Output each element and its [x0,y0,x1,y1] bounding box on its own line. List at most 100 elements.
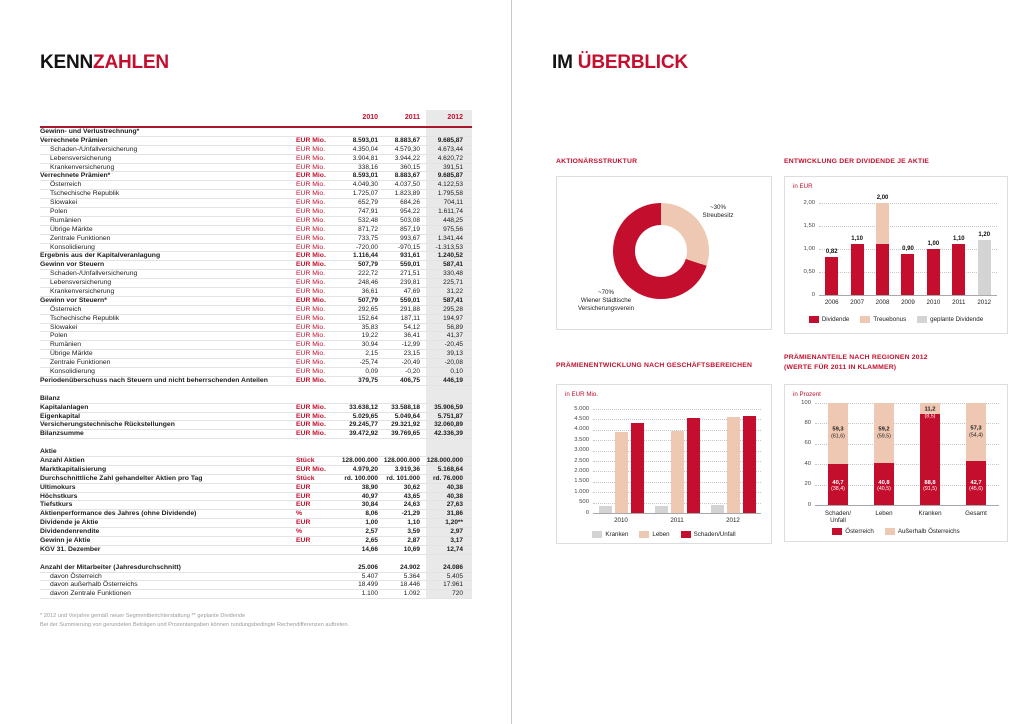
table-spacer-row [40,386,472,395]
slice-label-streubesitz: ~30% Streubesitz [702,204,734,219]
row-unit: EUR Mio. [296,332,326,340]
x-tick-label: 2010 [614,517,628,524]
col-header-2011: 2011 [404,114,420,121]
row-value-2011: 239,81 [400,279,420,287]
row-value-2011: 128.000.000 [383,456,420,464]
row-unit: EUR Mio. [296,296,326,304]
row-value-2010: 5.407 [361,572,378,580]
row-value-2011: 993,67 [400,234,420,242]
row-value-2010: 2,57 [365,528,378,536]
row-value-2010: -25,74 [359,359,378,367]
row-unit: EUR Mio. [296,216,326,224]
footnote-line-2: Bei der Summierung von gerundeten Beträg… [40,622,350,628]
table-row: Polen EUR Mio. 747,91 954,22 1.611,74 [40,208,472,217]
gridline [815,443,999,445]
row-unit: EUR Mio. [296,368,326,376]
row-value-2010: 747,91 [358,208,378,216]
row-value-2012: 35.906,59 [434,403,463,411]
bar-segment-Außerhalb Österreichs [966,403,986,462]
row-unit: EUR [296,536,311,544]
row-unit: EUR Mio. [296,154,326,162]
x-tick-label: 2006 [824,299,839,306]
bar-slot-Leben: 40,8 (40,5) 59,2 (59,5) [861,403,907,505]
table-row: Schaden-/Unfallversicherung EUR Mio. 222,7… [40,270,472,280]
row-unit: % [296,510,303,518]
row-value-2010: 1.100 [361,590,378,598]
row-value-2010: 652,79 [358,199,378,207]
row-value-2010: 8,06 [365,510,378,518]
bar-segment-Dividende [876,244,890,295]
row-value-2011: 3,59 [407,528,420,536]
row-value-2012 [420,128,472,137]
unit-label: in EUR Mio. [565,391,599,398]
x-axis-labels: Schaden/ Unfall Leben Kranken Gesamt [815,510,999,524]
row-value-2010: 18.499 [358,581,378,589]
table-row: Slowakei EUR Mio. 652,79 684,26 704,11 [40,199,472,209]
row-value-2012: 330,48 [443,270,463,278]
row-label: Lebensversicherung [50,154,112,162]
row-value-2012: 225,71 [443,279,463,287]
x-tick-label: Schaden/ Unfall [824,510,852,524]
row-label: Krankenversicherung [50,288,115,296]
row-label: Dividendenrendite [40,528,100,536]
row-label: Aktienperformance des Jahres (ohne Divid… [40,510,197,518]
row-value-2010: 733,75 [358,234,378,242]
table-row: Lebensversicherung EUR Mio. 248,46 239,81 22… [40,279,472,289]
row-value-2012: 9.685,87 [437,136,463,144]
row-label: Anzahl der Mitarbeiter (Jahresdurchschni… [40,563,181,571]
row-unit: EUR Mio. [296,279,326,287]
row-unit: EUR [296,492,311,500]
y-tick-label: 4.500 [574,415,589,422]
row-value-2011: 24,63 [403,501,420,509]
table-row: Zentrale Funktionen EUR Mio. -25,74 -20,49 -… [40,359,472,369]
table-row: Rumänien EUR Mio. 30,94 -12,99 -20,45 [40,341,472,351]
donut-chart [613,203,709,299]
legend-item-Österreich: Österreich [832,528,874,535]
row-label: Österreich [50,305,82,313]
row-value-2011: 30,62 [403,483,420,491]
row-value-2011: 8.883,67 [394,136,420,144]
row-unit [296,546,336,555]
row-value-2010: 871,72 [358,225,378,233]
table-row: Rumänien EUR Mio. 532,48 503,08 448,25 [40,217,472,226]
segment-value: 40,8 [878,479,890,486]
legend-swatch [680,531,691,538]
table-row: Dividendenrendite% 2,57 3,59 2,97 [40,528,472,537]
row-value-2011: 360,15 [400,163,420,171]
row-value-2011: 187,11 [400,314,420,322]
row-label: Gewinn vor Steuern* [40,296,107,304]
row-value-2012: 587,41 [443,261,463,269]
bar-segment-Dividende [926,249,940,295]
row-label: Höchstkurs [40,492,78,500]
segment-prior-value: (61,6) [831,433,845,440]
bar-segment-Dividende [825,257,839,295]
row-unit: EUR Mio. [296,163,326,171]
x-tick-label: 2009 [901,299,915,306]
row-unit: EUR Mio. [296,323,326,331]
row-unit [296,395,336,404]
dividend-chart: in EUR 0 0,50 1,00 1,50 2,00 0,82 1,10 2,00 0,90… [784,176,1008,334]
row-label: Konsolidierung [50,243,95,251]
y-tick-label: 0,50 [803,268,815,275]
row-unit: EUR Mio. [296,430,326,438]
segment-label-Außerhalb Österreichs: 11,2 (8,5) [895,406,965,419]
row-value-2010: 39.472,92 [349,430,378,438]
row-value-2011: 24.902 [400,563,420,571]
dividend-plot: 0 0,50 1,00 1,50 2,00 0,82 1,10 2,00 0,90 1,00 1,1… [804,195,997,298]
bar-value-label: 1,20 [978,231,991,238]
bar-slot-Schaden/Unfall: 40,7 (38,4) 59,3 (61,6) [815,403,861,505]
gridline [593,429,761,431]
row-label: davon Zentrale Funktionen [50,590,131,598]
table-row: Verrechnete Prämien EUR Mio. 8.593,01 8.883… [40,137,472,146]
row-value-2011: 18.446 [400,581,420,589]
table-row: Tschechische Republik EUR Mio. 152,64 187,1… [40,315,472,324]
x-tick-label: 2011 [952,299,966,306]
chart-legend: Dividende Treuebonus geplante Dividende [785,316,1007,323]
gridline [815,484,999,486]
table-row: Ultimokurs EUR 38,90 30,62 40,38 [40,484,472,493]
row-value-2011: -12,99 [401,341,420,349]
y-tick-label: 3.500 [574,436,589,443]
legend-item-Treuebonus: Treuebonus [860,316,906,323]
row-label: Dividende je Aktie [40,519,99,527]
row-value-2012: 41,37 [446,332,463,340]
